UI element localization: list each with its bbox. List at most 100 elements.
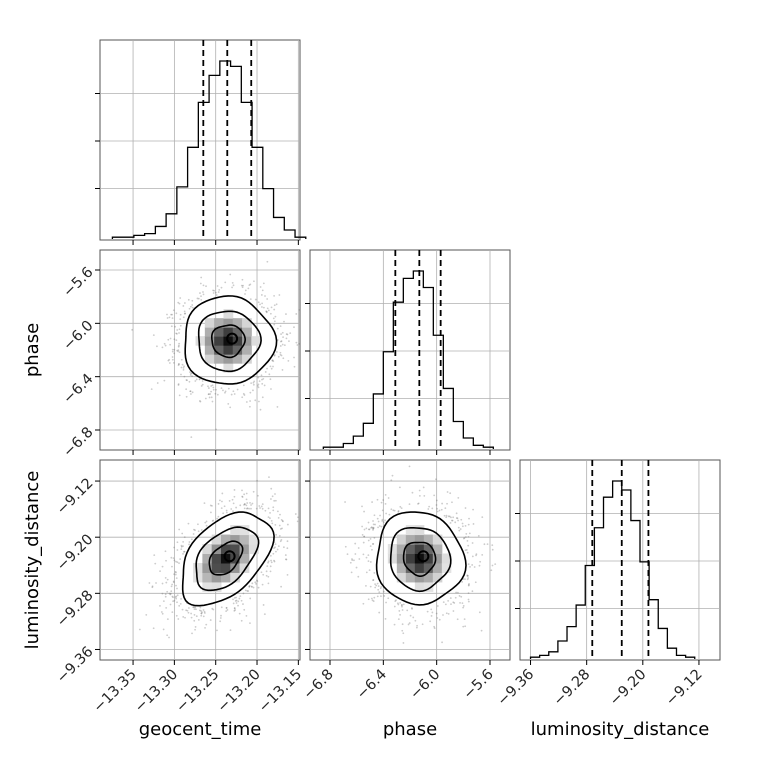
sample-point bbox=[245, 504, 248, 507]
sample-point bbox=[204, 397, 207, 400]
density-cell bbox=[204, 345, 215, 355]
sample-point bbox=[390, 479, 393, 482]
sample-point bbox=[199, 292, 201, 294]
sample-point bbox=[393, 509, 396, 512]
sample-point bbox=[475, 554, 477, 557]
sample-point bbox=[253, 280, 255, 283]
sample-point bbox=[372, 529, 374, 531]
sample-point bbox=[293, 356, 295, 359]
sample-point bbox=[240, 619, 243, 622]
sample-point bbox=[494, 563, 497, 566]
sample-point bbox=[217, 503, 220, 505]
sample-point bbox=[176, 587, 178, 590]
sample-point bbox=[387, 497, 390, 499]
sample-point bbox=[182, 541, 185, 543]
hist-step-geocent_time bbox=[111, 60, 307, 239]
sample-point bbox=[263, 613, 266, 616]
sample-point bbox=[254, 581, 257, 584]
sample-point bbox=[177, 364, 180, 367]
sample-point bbox=[235, 602, 238, 604]
sample-point bbox=[229, 629, 232, 632]
sample-point bbox=[270, 559, 272, 562]
sample-point bbox=[156, 345, 158, 348]
sample-point bbox=[202, 609, 205, 611]
density-cell bbox=[232, 318, 243, 328]
sample-point bbox=[200, 385, 203, 387]
sample-point bbox=[458, 595, 461, 597]
sample-point bbox=[463, 618, 466, 621]
density-cell bbox=[414, 581, 425, 592]
sample-point bbox=[422, 486, 425, 489]
sample-point bbox=[183, 312, 186, 315]
sample-point bbox=[385, 601, 387, 604]
sample-point bbox=[464, 507, 467, 509]
sample-point bbox=[233, 609, 236, 612]
sample-point bbox=[164, 595, 167, 598]
sample-point bbox=[170, 325, 173, 328]
sample-point bbox=[478, 611, 481, 614]
sample-point bbox=[372, 543, 375, 545]
density-cell bbox=[214, 336, 224, 346]
sample-point bbox=[177, 383, 180, 385]
sample-point bbox=[433, 627, 436, 630]
sample-point bbox=[351, 559, 354, 562]
sample-point bbox=[367, 598, 370, 601]
sample-point bbox=[433, 625, 436, 628]
sample-point bbox=[271, 495, 274, 498]
sample-point bbox=[151, 586, 154, 589]
x-tick-label: −13.20 bbox=[215, 667, 264, 716]
sample-point bbox=[381, 518, 384, 521]
sample-point bbox=[281, 527, 283, 530]
sample-point bbox=[194, 529, 196, 532]
sample-point bbox=[472, 508, 474, 511]
sample-point bbox=[346, 553, 349, 556]
sample-point bbox=[204, 521, 207, 524]
sample-point bbox=[249, 283, 252, 286]
sample-point bbox=[452, 610, 455, 612]
sample-point bbox=[163, 342, 166, 345]
sample-point bbox=[260, 374, 263, 377]
density-cell bbox=[414, 572, 425, 583]
density-cell bbox=[211, 553, 222, 564]
sample-point bbox=[266, 298, 269, 300]
y-tick-label: −9.20 bbox=[54, 532, 97, 575]
density-cell bbox=[396, 562, 407, 573]
sample-point bbox=[248, 585, 251, 587]
sample-point bbox=[349, 561, 352, 564]
sample-point bbox=[259, 507, 261, 509]
sample-point bbox=[200, 610, 203, 612]
sample-point bbox=[191, 306, 194, 309]
sample-point bbox=[435, 478, 437, 481]
sample-point bbox=[257, 301, 260, 304]
sample-point bbox=[269, 565, 272, 568]
density-cell bbox=[423, 534, 434, 545]
sample-point bbox=[264, 509, 267, 512]
density-cell bbox=[248, 544, 259, 555]
sample-point bbox=[454, 521, 457, 524]
sample-point bbox=[210, 385, 213, 387]
sample-point bbox=[369, 561, 372, 563]
sample-point bbox=[189, 374, 192, 376]
contour-line bbox=[197, 310, 262, 373]
sample-point bbox=[289, 332, 292, 335]
sample-point bbox=[183, 302, 186, 304]
sample-point bbox=[435, 499, 438, 502]
sample-point bbox=[249, 622, 251, 625]
sample-point bbox=[177, 349, 180, 352]
sample-point bbox=[285, 313, 287, 315]
sample-point bbox=[180, 545, 183, 548]
sample-point bbox=[384, 519, 386, 522]
sample-point bbox=[467, 598, 470, 601]
x-tick-label: −13.30 bbox=[132, 667, 181, 716]
sample-point bbox=[180, 598, 182, 600]
sample-point bbox=[239, 504, 242, 507]
sample-point bbox=[266, 367, 268, 370]
sample-point bbox=[164, 576, 167, 579]
sample-point bbox=[464, 578, 466, 581]
sample-point bbox=[369, 585, 372, 588]
sample-point bbox=[270, 388, 272, 390]
density-cell bbox=[432, 544, 443, 555]
density-cell bbox=[220, 534, 231, 545]
sample-point bbox=[186, 379, 188, 382]
sample-point bbox=[293, 326, 295, 329]
